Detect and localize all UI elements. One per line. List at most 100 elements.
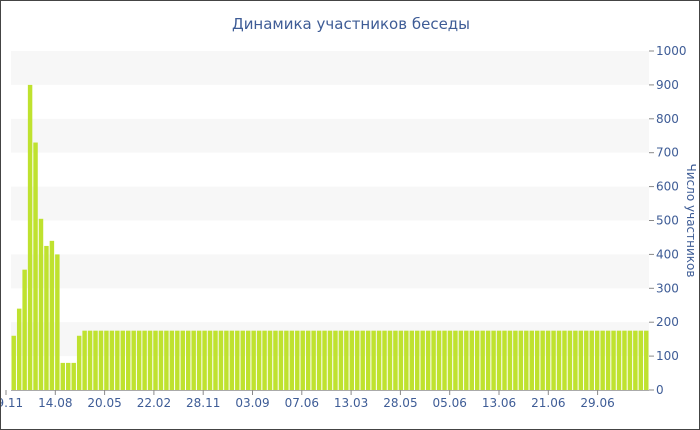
bar — [16, 308, 22, 390]
bar — [475, 330, 480, 390]
bar — [55, 254, 60, 390]
grid-band — [11, 51, 649, 85]
y-tick-label: 700 — [656, 146, 679, 160]
bar — [442, 330, 447, 390]
bar — [404, 330, 409, 390]
bar — [633, 330, 638, 390]
grid-band — [11, 118, 649, 153]
bar — [578, 330, 584, 390]
bar — [153, 330, 158, 390]
bar — [115, 330, 120, 390]
bar — [387, 330, 393, 390]
bar — [502, 330, 507, 390]
y-tick-label: 100 — [656, 349, 679, 363]
bar — [191, 330, 196, 390]
x-tick-label: 07.06 — [285, 396, 319, 410]
bar — [589, 330, 594, 390]
bars — [11, 84, 649, 391]
bar — [333, 330, 338, 390]
bar — [616, 330, 622, 390]
bar — [524, 330, 529, 390]
bar — [131, 330, 136, 390]
bar — [22, 269, 27, 390]
y-axis-ticks: 0 100 200 300 400 500 600 700 800 900 1000 — [649, 44, 687, 397]
x-tick-label: 22.02 — [137, 396, 171, 410]
bar — [126, 330, 131, 390]
bar — [33, 142, 38, 390]
bar — [240, 330, 245, 390]
x-tick-label: 03.09 — [235, 396, 269, 410]
bar — [180, 330, 185, 390]
bar — [469, 330, 475, 390]
bar — [436, 330, 442, 390]
bar — [93, 330, 98, 390]
bar — [76, 335, 82, 390]
bar — [393, 330, 398, 390]
bar — [207, 330, 213, 390]
bar — [447, 330, 453, 390]
bar — [142, 330, 147, 390]
bar — [425, 330, 431, 390]
y-tick-label: 1000 — [656, 44, 687, 58]
bar — [235, 330, 240, 390]
bar — [175, 330, 180, 390]
bar — [360, 330, 365, 390]
bar — [256, 330, 262, 390]
bar — [556, 330, 562, 390]
bar — [480, 330, 485, 390]
bar — [453, 330, 458, 390]
x-tick-label: 13.03 — [334, 396, 368, 410]
bar — [27, 84, 33, 391]
bar — [545, 330, 551, 390]
bar — [44, 245, 49, 390]
bar — [415, 330, 420, 390]
y-tick-label: 800 — [656, 112, 679, 126]
bar — [136, 330, 142, 390]
grid-band — [11, 186, 649, 221]
bar — [311, 330, 316, 390]
bar — [513, 330, 518, 390]
bar — [567, 330, 573, 390]
bar — [289, 330, 295, 390]
y-tick-label: 300 — [656, 281, 679, 295]
bar — [534, 330, 540, 390]
bar — [213, 330, 218, 390]
bar — [338, 330, 344, 390]
bar — [82, 330, 87, 390]
x-tick-label: 09.11 — [1, 396, 23, 410]
x-tick-label: 20.05 — [87, 396, 121, 410]
y-tick-label: 600 — [656, 180, 679, 194]
bar — [147, 330, 153, 390]
bar — [627, 330, 633, 390]
bar — [218, 330, 224, 390]
bar — [562, 330, 567, 390]
x-tick-label: 21.06 — [531, 396, 565, 410]
x-tick-label: 14.08 — [38, 396, 72, 410]
bar — [316, 330, 322, 390]
bar — [278, 330, 284, 390]
bar — [322, 330, 327, 390]
bar — [382, 330, 387, 390]
bar — [120, 330, 126, 390]
bar — [376, 330, 382, 390]
bar — [365, 330, 371, 390]
bar — [158, 330, 164, 390]
bar — [491, 330, 496, 390]
bar — [267, 330, 273, 390]
bar — [169, 330, 175, 390]
bar — [644, 330, 649, 390]
bar — [305, 330, 311, 390]
x-tick-label: 28.05 — [383, 396, 417, 410]
bar — [251, 330, 256, 390]
bar — [371, 330, 376, 390]
bar — [300, 330, 305, 390]
bar — [49, 240, 55, 390]
bar — [229, 330, 235, 390]
y-tick-label: 0 — [656, 383, 664, 397]
bar — [431, 330, 436, 390]
bar — [638, 330, 644, 390]
x-tick-label: 13.06 — [482, 396, 516, 410]
bar — [196, 330, 202, 390]
